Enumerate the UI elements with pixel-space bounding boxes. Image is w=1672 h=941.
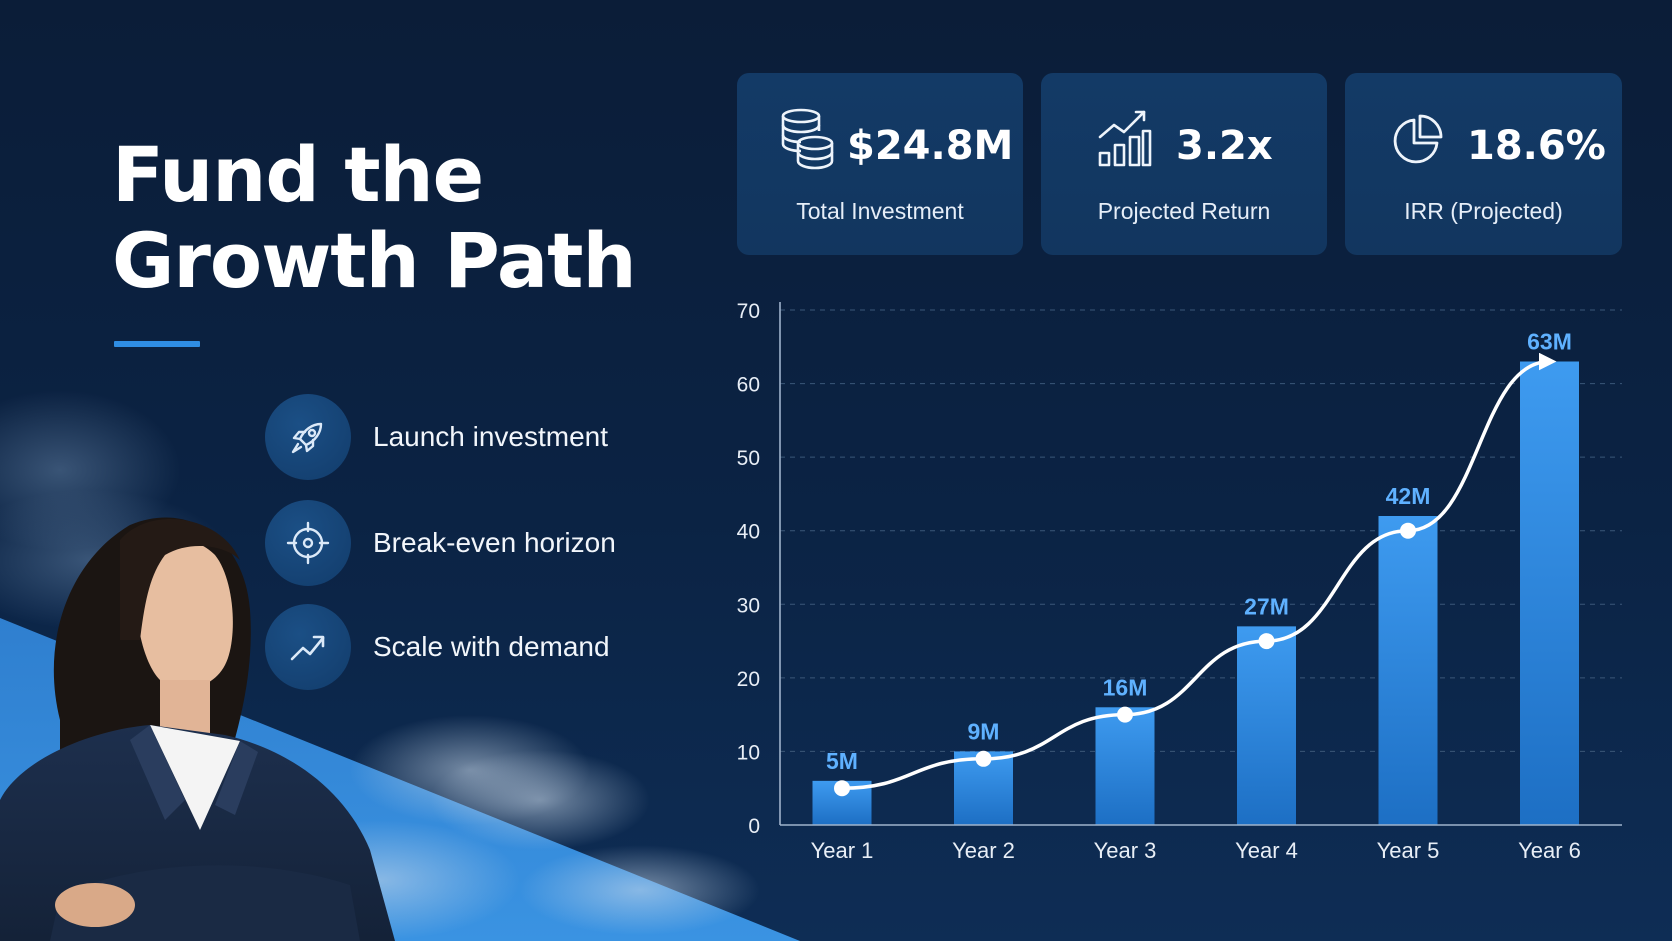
- x-axis-ticks: Year 1 Year 2 Year 3 Year 4 Year 5 Year 6: [811, 838, 1581, 863]
- target-icon: [265, 500, 351, 586]
- bullet-label: Scale with demand: [373, 631, 610, 662]
- bullet-scale-with-demand: Scale with demand: [265, 604, 685, 690]
- trend-point: [834, 780, 850, 797]
- x-tick-label: Year 1: [811, 838, 874, 863]
- kpi-value: $24.8M: [847, 123, 1014, 169]
- bars: [812, 361, 1579, 825]
- data-label: 5M: [826, 748, 858, 774]
- headline-line-2: Growth Path: [112, 216, 637, 305]
- data-label: 63M: [1527, 329, 1572, 355]
- y-axis-ticks: 0 10 20 30 40 50 60 70: [737, 300, 760, 838]
- data-label: 9M: [968, 718, 1000, 744]
- data-label: 16M: [1103, 674, 1148, 700]
- y-tick-label: 0: [748, 815, 760, 838]
- trend-point: [1117, 706, 1133, 723]
- data-labels: 5M 9M 16M 27M 42M 63M: [826, 329, 1572, 774]
- growth-chart-icon: [1096, 107, 1152, 174]
- bullet-label: Break-even horizon: [373, 527, 616, 558]
- rocket-icon: [265, 394, 351, 480]
- bullet-label: Launch investment: [373, 421, 609, 452]
- trend-up-icon: [265, 604, 351, 690]
- bar: [1237, 626, 1296, 825]
- businesswoman-photo: [0, 517, 395, 941]
- y-tick-label: 50: [737, 447, 760, 470]
- kpi-label: Projected Return: [1097, 198, 1271, 224]
- x-tick-label: Year 3: [1094, 838, 1157, 863]
- y-tick-label: 30: [737, 594, 760, 617]
- kpi-card-irr-projected: 18.6% IRR (Projected): [1345, 73, 1622, 255]
- bar: [1378, 516, 1438, 825]
- bullet-break-even-horizon: Break-even horizon: [265, 500, 685, 586]
- kpi-card-projected-return: 3.2x Projected Return: [1041, 73, 1327, 255]
- y-tick-label: 10: [737, 741, 760, 764]
- bar: [1095, 707, 1155, 825]
- trend-point: [1258, 633, 1275, 650]
- y-tick-label: 60: [737, 374, 760, 397]
- kpi-value: 3.2x: [1176, 123, 1273, 169]
- trend-point: [1400, 522, 1416, 539]
- trend-line: [834, 352, 1557, 797]
- headline: Fund the Growth Path: [112, 130, 637, 305]
- gridlines: [780, 309, 1622, 752]
- headline-line-1: Fund the: [112, 130, 484, 219]
- kpi-value: 18.6%: [1467, 123, 1606, 169]
- y-tick-label: 40: [737, 521, 760, 544]
- bar: [1520, 361, 1579, 825]
- y-tick-label: 70: [737, 300, 760, 323]
- pie-chart-icon: [1390, 113, 1444, 172]
- x-tick-label: Year 4: [1235, 838, 1298, 863]
- trend-line-path: [841, 352, 1557, 790]
- trend-point: [975, 750, 992, 767]
- kpi-card-total-investment: $24.8M Total Investment: [737, 73, 1023, 255]
- bullet-launch-investment: Launch investment: [265, 394, 685, 480]
- x-tick-label: Year 2: [952, 838, 1015, 863]
- headline-accent-bar: [114, 341, 200, 347]
- kpi-label: Total Investment: [796, 198, 964, 224]
- y-tick-label: 20: [737, 668, 760, 691]
- coins-icon: [779, 107, 837, 176]
- x-tick-label: Year 6: [1518, 838, 1581, 863]
- data-label: 27M: [1244, 593, 1289, 619]
- x-tick-label: Year 5: [1377, 838, 1440, 863]
- data-label: 42M: [1386, 483, 1431, 509]
- kpi-label: IRR (Projected): [1404, 198, 1563, 224]
